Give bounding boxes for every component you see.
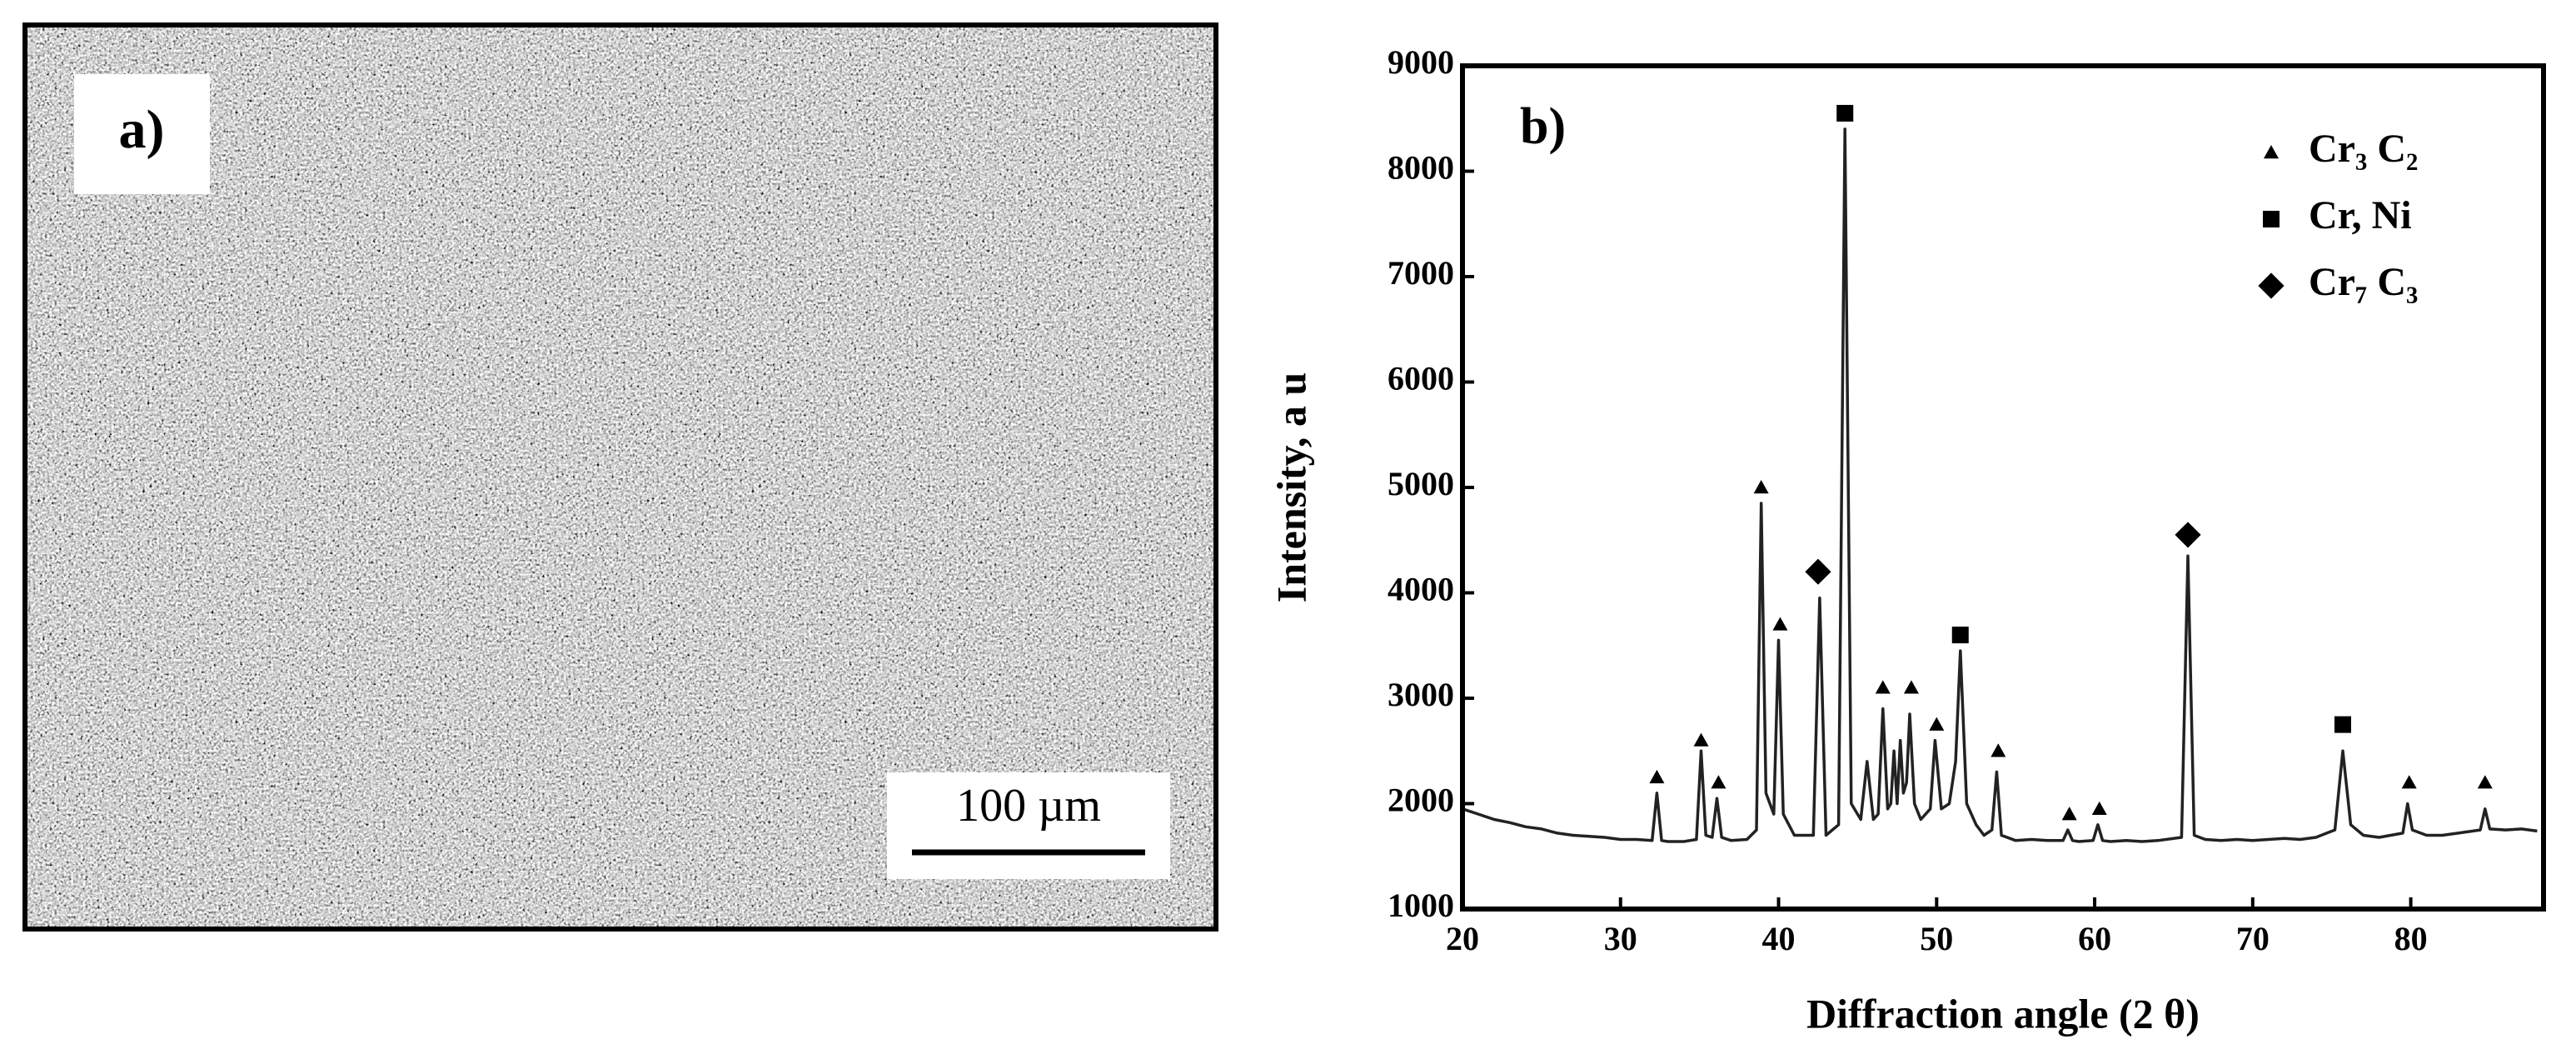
- xrd-pattern: [1462, 127, 2538, 843]
- panel-label: b): [1520, 98, 1566, 155]
- panel-label: a): [119, 99, 165, 160]
- y-tick-label: 1000: [1388, 887, 1454, 924]
- y-tick-label: 7000: [1388, 254, 1454, 292]
- legend-marker: [2258, 272, 2285, 299]
- x-tick-label: 20: [1446, 920, 1479, 957]
- y-tick-label: 4000: [1388, 571, 1454, 608]
- y-tick-label: 9000: [1388, 43, 1454, 81]
- x-tick-label: 80: [2394, 920, 2428, 957]
- y-tick-label: 2000: [1388, 782, 1454, 819]
- x-tick-label: 60: [2078, 920, 2111, 957]
- x-tick-label: 70: [2236, 920, 2270, 957]
- peak-marker: [1649, 769, 1665, 784]
- y-tick-label: 8000: [1388, 149, 1454, 187]
- y-tick-label: 5000: [1388, 465, 1454, 502]
- micrograph-frame: [22, 22, 1218, 932]
- peak-marker: [1951, 627, 1969, 644]
- xrd-chart: b) Diffraction angle (2 θ) Intensity, a …: [1268, 43, 2546, 1037]
- peak-marker: [1711, 775, 1726, 789]
- label-box: [74, 74, 210, 194]
- x-axis-label: Diffraction angle (2 θ): [1806, 990, 2200, 1037]
- peak-marker: [2334, 716, 2351, 733]
- peak-marker: [1693, 732, 1709, 747]
- x-tick-label: 50: [1920, 920, 1953, 957]
- x-tick-label: 30: [1604, 920, 1637, 957]
- peak-marker: [2091, 801, 2107, 816]
- peak-marker: [2401, 775, 2417, 789]
- legend-marker: [2264, 145, 2279, 159]
- x-tick-label: 40: [1762, 920, 1796, 957]
- peak-marker: [2477, 775, 2493, 789]
- peak-marker: [1929, 717, 1945, 731]
- peak-marker: [1753, 480, 1769, 494]
- legend-label: Cr, Ni: [2309, 193, 2412, 237]
- y-tick-label: 3000: [1388, 676, 1454, 713]
- y-tick-label: 6000: [1388, 360, 1454, 397]
- legend-marker: [2263, 211, 2280, 227]
- legend-label: Cr₃ C₂: [2309, 127, 2418, 171]
- peak-marker: [2175, 522, 2201, 548]
- legend-label: Cr₇ C₃: [2309, 260, 2418, 304]
- micrograph-panel: a) 100 µm: [22, 22, 1218, 932]
- peak-marker: [2061, 807, 2077, 821]
- peak-marker: [1805, 558, 1831, 585]
- peak-marker: [1836, 104, 1854, 122]
- peak-marker: [1875, 680, 1891, 694]
- y-axis-label: Intensity, a u: [1268, 372, 1314, 602]
- scale-bar-label: 100 µm: [956, 780, 1101, 832]
- peak-marker: [1903, 680, 1919, 694]
- plot-frame: [1460, 63, 2546, 912]
- peak-marker: [1991, 743, 2006, 757]
- scale-bar-box: [887, 772, 1170, 879]
- peak-marker: [1772, 617, 1788, 631]
